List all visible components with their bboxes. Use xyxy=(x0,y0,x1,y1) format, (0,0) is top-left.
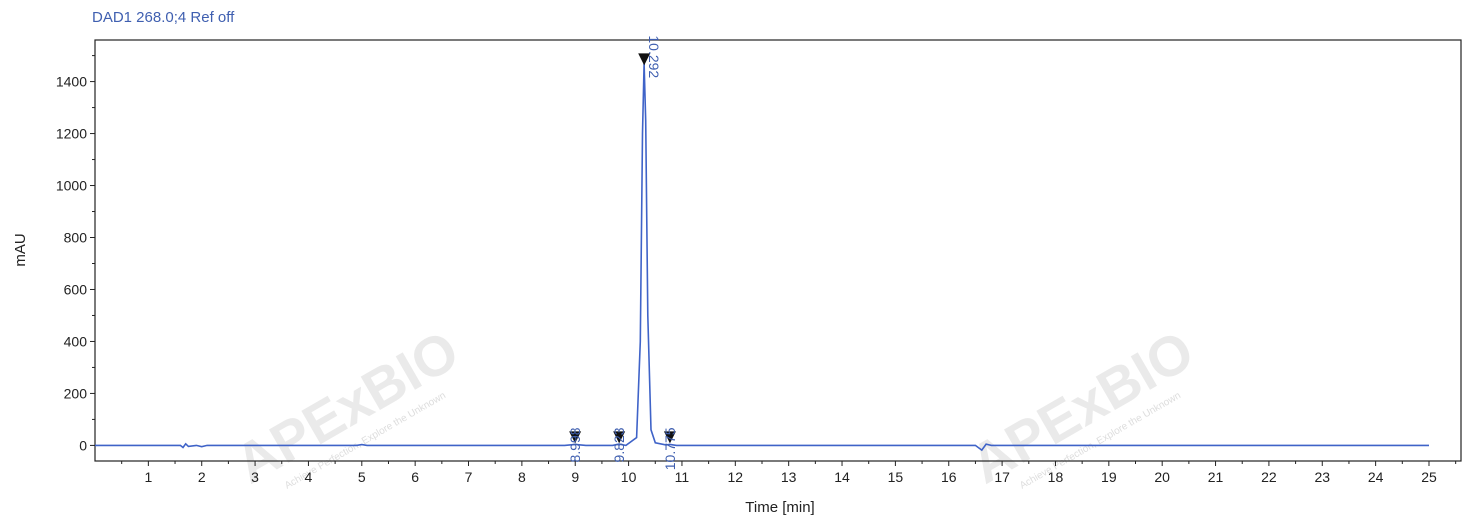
peak-label: 8.998 xyxy=(567,427,583,462)
x-tick-label: 2 xyxy=(198,469,206,485)
x-tick-label: 10 xyxy=(621,469,637,485)
peak-label: 9.823 xyxy=(611,427,627,462)
peak-marker xyxy=(613,431,626,444)
x-tick-label: 25 xyxy=(1421,469,1437,485)
peak-marker xyxy=(569,431,582,444)
x-tick-label: 8 xyxy=(518,469,526,485)
x-tick-label: 11 xyxy=(675,469,690,485)
x-tick-label: 6 xyxy=(411,469,419,485)
x-tick-label: 17 xyxy=(994,469,1010,485)
x-tick-label: 18 xyxy=(1048,469,1064,485)
y-tick-label: 200 xyxy=(64,385,88,401)
x-tick-label: 9 xyxy=(571,469,579,485)
plot-frame xyxy=(94,39,1462,462)
peak-label: 10.775 xyxy=(662,427,678,470)
x-tick-label: 3 xyxy=(251,469,259,485)
peak-marker xyxy=(663,431,676,444)
y-tick-label: 600 xyxy=(64,281,88,297)
peak-label: 10.292 xyxy=(646,35,662,78)
x-axis: 1 2 3 4 5 6 7 8 9 10 11 12 13 14 15 16 17 18 19 20 21 22 23 24 2… xyxy=(121,461,1457,485)
y-tick-label: 1400 xyxy=(56,74,87,90)
x-tick-label: 5 xyxy=(358,469,366,485)
peak-markers: 8.998 9.823 10.292 10.775 xyxy=(567,35,678,470)
x-tick-label: 13 xyxy=(781,469,797,485)
y-tick-label: 400 xyxy=(64,333,88,349)
y-axis: 0 200 400 600 800 1000 1200 1400 xyxy=(56,55,95,453)
y-tick-label: 1200 xyxy=(56,126,87,142)
y-axis-label: mAU xyxy=(12,233,29,266)
x-tick-label: 22 xyxy=(1261,469,1277,485)
x-tick-label: 4 xyxy=(305,469,313,485)
x-tick-label: 14 xyxy=(834,469,850,485)
x-tick-label: 15 xyxy=(888,469,904,485)
x-tick-label: 23 xyxy=(1314,469,1330,485)
chart-title: DAD1 268.0;4 Ref off xyxy=(92,9,235,26)
x-tick-label: 7 xyxy=(465,469,473,485)
y-tick-label: 800 xyxy=(64,230,88,246)
x-tick-label: 21 xyxy=(1208,469,1224,485)
x-tick-label: 16 xyxy=(941,469,957,485)
x-tick-label: 19 xyxy=(1101,469,1117,485)
x-tick-label: 20 xyxy=(1154,469,1170,485)
y-tick-label: 0 xyxy=(79,437,87,453)
x-tick-label: 12 xyxy=(728,469,744,485)
x-tick-label: 24 xyxy=(1368,469,1384,485)
x-axis-label: Time [min] xyxy=(745,499,814,516)
chromatogram-trace xyxy=(95,63,1429,452)
x-tick-label: 1 xyxy=(144,469,152,485)
peak-marker xyxy=(638,53,651,66)
y-tick-label: 1000 xyxy=(56,178,87,194)
